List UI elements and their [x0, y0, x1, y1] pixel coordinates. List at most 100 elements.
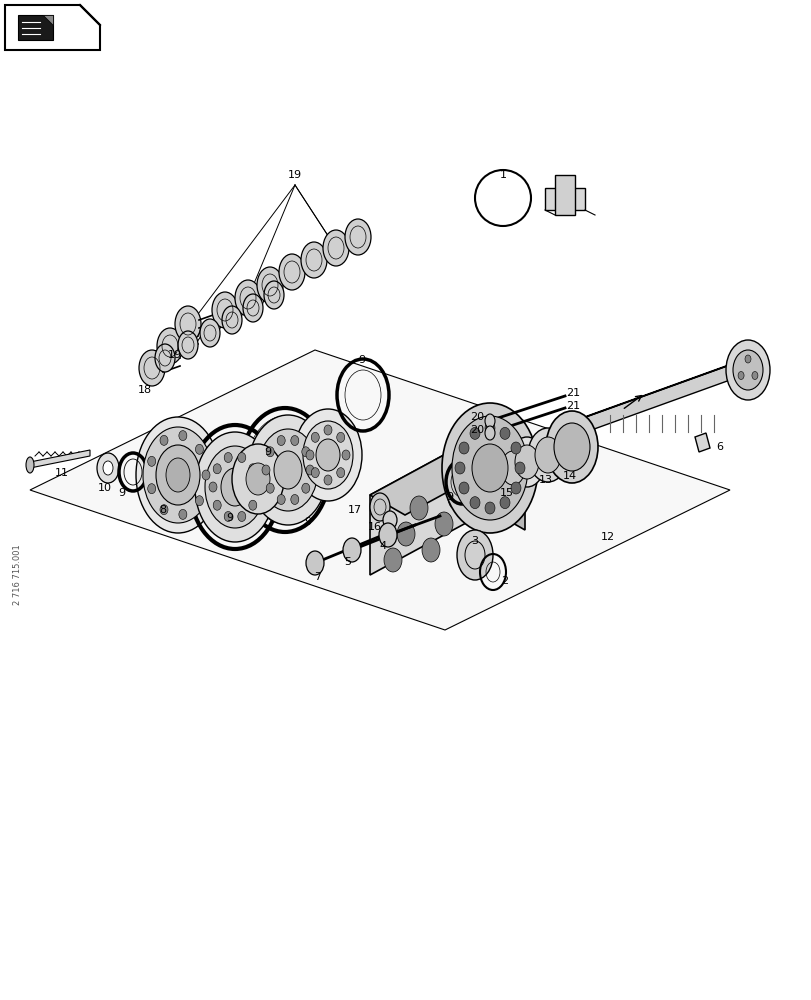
Ellipse shape	[471, 444, 508, 492]
Text: 13: 13	[539, 475, 552, 485]
Ellipse shape	[500, 451, 525, 485]
Ellipse shape	[221, 468, 249, 506]
Ellipse shape	[527, 428, 568, 482]
Ellipse shape	[448, 486, 466, 510]
Ellipse shape	[337, 432, 345, 442]
Ellipse shape	[306, 465, 314, 475]
Ellipse shape	[458, 442, 469, 454]
Bar	[544, 188, 584, 210]
Text: 9: 9	[118, 488, 126, 498]
Ellipse shape	[384, 548, 401, 572]
Ellipse shape	[379, 523, 397, 547]
Text: 9: 9	[446, 492, 453, 502]
Text: 10: 10	[98, 483, 112, 493]
Ellipse shape	[311, 468, 319, 478]
Ellipse shape	[302, 483, 310, 493]
Ellipse shape	[234, 280, 260, 316]
Ellipse shape	[135, 417, 220, 533]
Polygon shape	[5, 5, 100, 50]
Ellipse shape	[213, 500, 221, 510]
Ellipse shape	[266, 483, 274, 493]
Ellipse shape	[246, 463, 270, 495]
Ellipse shape	[157, 328, 182, 364]
Ellipse shape	[248, 500, 256, 510]
Ellipse shape	[370, 493, 389, 521]
Ellipse shape	[470, 427, 479, 439]
Ellipse shape	[345, 219, 371, 255]
Ellipse shape	[155, 344, 175, 372]
Ellipse shape	[311, 432, 319, 442]
Ellipse shape	[248, 464, 256, 474]
Ellipse shape	[324, 425, 332, 435]
Ellipse shape	[200, 319, 220, 347]
Ellipse shape	[258, 429, 318, 511]
Ellipse shape	[484, 422, 495, 434]
Ellipse shape	[238, 511, 246, 521]
Polygon shape	[489, 430, 525, 530]
Ellipse shape	[484, 414, 495, 428]
Ellipse shape	[534, 437, 560, 473]
Ellipse shape	[232, 444, 284, 514]
Ellipse shape	[277, 436, 285, 446]
Polygon shape	[370, 430, 489, 575]
Ellipse shape	[195, 444, 204, 454]
Text: 21: 21	[565, 401, 579, 411]
Ellipse shape	[732, 350, 762, 390]
Ellipse shape	[178, 331, 198, 359]
Polygon shape	[694, 433, 709, 452]
Text: 12: 12	[600, 532, 614, 542]
Ellipse shape	[324, 475, 332, 485]
Ellipse shape	[160, 505, 168, 515]
Ellipse shape	[165, 458, 190, 492]
Ellipse shape	[264, 281, 284, 309]
Ellipse shape	[500, 427, 509, 439]
Text: 1: 1	[499, 170, 506, 180]
Text: 2: 2	[501, 576, 508, 586]
Ellipse shape	[323, 230, 349, 266]
Text: 11: 11	[55, 468, 69, 478]
Ellipse shape	[195, 432, 275, 542]
Polygon shape	[43, 15, 53, 25]
Ellipse shape	[341, 450, 350, 460]
Ellipse shape	[454, 462, 465, 474]
Ellipse shape	[212, 292, 238, 328]
Text: 9: 9	[264, 447, 271, 457]
Ellipse shape	[484, 502, 495, 514]
Ellipse shape	[337, 468, 345, 478]
Ellipse shape	[178, 431, 187, 441]
Ellipse shape	[290, 494, 298, 504]
Ellipse shape	[510, 482, 521, 494]
Ellipse shape	[410, 496, 427, 520]
Text: 20: 20	[470, 412, 483, 422]
Ellipse shape	[175, 306, 201, 342]
Ellipse shape	[238, 453, 246, 463]
Polygon shape	[571, 365, 729, 437]
Ellipse shape	[148, 456, 156, 466]
Ellipse shape	[514, 462, 525, 474]
Ellipse shape	[553, 423, 590, 471]
Ellipse shape	[290, 436, 298, 446]
Ellipse shape	[242, 294, 263, 322]
Ellipse shape	[213, 464, 221, 474]
Ellipse shape	[103, 461, 113, 475]
Text: 9: 9	[358, 355, 365, 365]
Text: 4: 4	[379, 541, 386, 551]
Ellipse shape	[262, 465, 270, 475]
Ellipse shape	[458, 482, 469, 494]
Polygon shape	[370, 430, 525, 515]
Ellipse shape	[202, 470, 210, 480]
Ellipse shape	[224, 511, 232, 521]
Text: 17: 17	[347, 505, 362, 515]
Ellipse shape	[306, 551, 324, 575]
Ellipse shape	[383, 511, 397, 529]
Ellipse shape	[279, 254, 305, 290]
Ellipse shape	[195, 496, 204, 506]
Ellipse shape	[514, 445, 539, 479]
Polygon shape	[30, 450, 90, 468]
Ellipse shape	[397, 522, 414, 546]
Text: 2 716 715.001: 2 716 715.001	[14, 545, 23, 605]
Text: 6: 6	[715, 442, 723, 452]
Text: 19: 19	[288, 170, 302, 180]
Ellipse shape	[315, 439, 340, 471]
Ellipse shape	[294, 409, 362, 501]
